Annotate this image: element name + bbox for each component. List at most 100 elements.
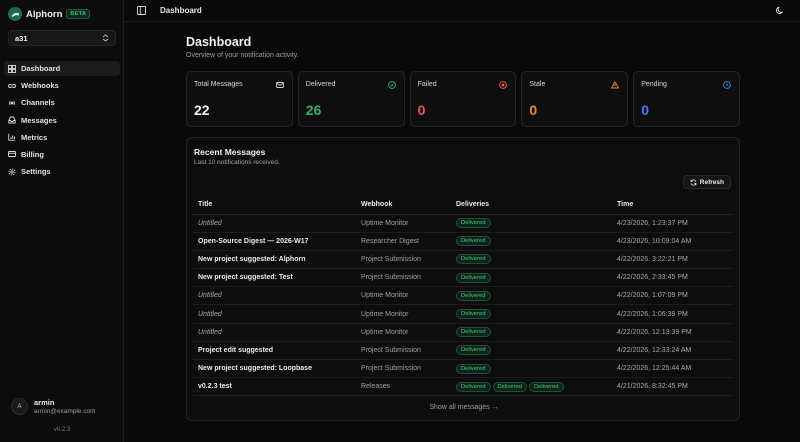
status-badge: Delivered xyxy=(456,309,491,320)
sidebar-nav: Dashboard Webhooks Channels Messages Met… xyxy=(4,61,120,181)
table-row[interactable]: v0.2.3 test Releases Delivered Delivered Del… xyxy=(193,377,733,397)
webhook-name: Uptime Monitor xyxy=(356,304,451,324)
stat-label: Stale xyxy=(529,81,546,88)
stat-card-pending: Pending 0 xyxy=(633,71,740,127)
workspace-select[interactable]: a31 xyxy=(8,30,116,46)
message-title: v0.2.3 test xyxy=(193,377,356,397)
link-icon xyxy=(8,83,16,88)
mail-icon xyxy=(275,82,284,88)
show-all-messages-link[interactable]: Show all messages → xyxy=(429,404,499,411)
dashboard-icon xyxy=(8,64,16,73)
beta-badge: BETA xyxy=(66,9,91,19)
deliveries-cell: Delivered xyxy=(451,341,612,361)
webhook-name: Releases xyxy=(356,377,451,397)
recent-messages-panel: Recent Messages Last 10 notifications re… xyxy=(186,137,740,421)
table-row[interactable]: Untitled Uptime Monitor Delivered 4/23/2026… xyxy=(193,214,733,233)
brand[interactable]: Alphorn BETA xyxy=(8,7,91,21)
webhook-name: Project Submission xyxy=(356,268,451,288)
status-badge: Delivered xyxy=(456,381,491,392)
message-time: 4/21/2026, 8:32:45 PM xyxy=(612,377,733,397)
status-badge: Delivered xyxy=(456,236,491,247)
stat-card-total: Total Messages 22 xyxy=(186,71,293,127)
refresh-label: Refresh xyxy=(699,178,724,186)
message-time: 4/22/2026, 12:25:44 AM xyxy=(612,359,733,379)
sidebar-item-metrics[interactable]: Metrics xyxy=(4,130,120,145)
table-row[interactable]: Project edit suggested Project Submission… xyxy=(193,341,733,361)
table-row[interactable]: New project suggested: Alphorn Project Su… xyxy=(193,250,733,270)
user-menu[interactable]: A armin armin@example.com xyxy=(11,398,96,415)
sidebar-item-label: Channels xyxy=(21,98,55,108)
stat-card-delivered: Delivered 26 xyxy=(297,71,405,127)
stat-label: Total Messages xyxy=(194,81,243,88)
refresh-button[interactable]: Refresh xyxy=(682,175,731,189)
sidebar: Alphorn BETA a31 Dashboard Webhooks Chan… xyxy=(0,0,124,442)
stats-row: Total Messages 22 Delivered 26 Failed 0 … xyxy=(186,71,740,127)
deliveries-cell: Delivered xyxy=(451,232,612,251)
message-time: 4/22/2026, 1:06:39 PM xyxy=(612,304,733,324)
status-badge: Delivered xyxy=(456,218,491,229)
app-version: v0.2.3 xyxy=(53,427,71,433)
inbox-icon xyxy=(8,116,16,124)
table-row[interactable]: New project suggested: Test Project Submi… xyxy=(193,268,733,288)
refresh-icon xyxy=(690,178,697,186)
table-row[interactable]: New project suggested: Loopbase Project S… xyxy=(193,359,733,379)
avatar: A xyxy=(11,398,28,415)
chevron-up-down-icon xyxy=(102,34,109,42)
column-header-webhook[interactable]: Webhook xyxy=(356,196,451,215)
stat-value: 0 xyxy=(529,102,538,118)
messages-table: Title Webhook Deliveries Time Untitled Up… xyxy=(193,196,733,397)
webhook-name: Uptime Monitor xyxy=(356,323,451,342)
table-row[interactable]: Open-Source Digest — 2026-W17 Researcher … xyxy=(193,232,733,251)
sidebar-toggle-icon[interactable] xyxy=(137,6,146,15)
stat-value: 0 xyxy=(641,102,649,118)
message-title: Untitled xyxy=(193,323,356,342)
stat-value: 0 xyxy=(417,102,426,118)
user-email: armin@example.com xyxy=(34,408,96,415)
message-title: Untitled xyxy=(193,304,356,324)
webhook-name: Project Submission xyxy=(356,359,451,379)
table-row[interactable]: Untitled Uptime Monitor Delivered 4/22/2026… xyxy=(193,304,733,324)
webhook-name: Project Submission xyxy=(356,341,451,361)
status-badge: Delivered xyxy=(456,363,491,374)
sidebar-item-label: Settings xyxy=(21,167,51,177)
sidebar-item-settings[interactable]: Settings xyxy=(4,164,120,179)
bar-chart-icon xyxy=(8,134,16,141)
credit-card-icon xyxy=(8,151,16,158)
status-badge: Delivered xyxy=(456,327,491,338)
message-title: Open-Source Digest — 2026-W17 xyxy=(193,232,356,251)
sidebar-item-label: Billing xyxy=(21,149,44,159)
sidebar-item-webhooks[interactable]: Webhooks xyxy=(4,78,120,93)
warning-icon xyxy=(611,81,620,89)
stat-value: 22 xyxy=(194,102,210,118)
check-circle-icon xyxy=(387,81,396,89)
sidebar-item-messages[interactable]: Messages xyxy=(4,113,120,128)
status-badge: Delivered xyxy=(456,290,491,301)
table-row[interactable]: Untitled Uptime Monitor Delivered 4/22/2026… xyxy=(193,323,733,342)
moon-icon[interactable] xyxy=(776,6,785,15)
column-header-time[interactable]: Time xyxy=(612,196,733,215)
sidebar-item-dashboard[interactable]: Dashboard xyxy=(4,61,120,76)
message-time: 4/22/2026, 1:07:09 PM xyxy=(612,286,733,306)
deliveries-cell: Delivered xyxy=(451,214,612,233)
sidebar-item-channels[interactable]: Channels xyxy=(4,95,120,110)
radio-icon xyxy=(8,100,16,105)
column-header-title[interactable]: Title xyxy=(193,196,356,215)
status-badge: Delivered xyxy=(456,254,491,265)
message-time: 4/22/2026, 2:33:45 PM xyxy=(612,268,733,288)
stat-card-failed: Failed 0 xyxy=(409,71,517,127)
deliveries-cell: Delivered xyxy=(451,250,612,270)
message-time: 4/22/2026, 12:13:39 PM xyxy=(612,323,733,342)
sidebar-item-label: Metrics xyxy=(21,132,48,142)
column-header-deliveries[interactable]: Deliveries xyxy=(451,196,612,215)
status-badge: Delivered xyxy=(529,381,564,392)
status-badge: Delivered xyxy=(492,381,527,392)
table-row[interactable]: Untitled Uptime Monitor Delivered 4/22/2026… xyxy=(193,286,733,306)
webhook-name: Uptime Monitor xyxy=(356,286,451,306)
sidebar-item-billing[interactable]: Billing xyxy=(4,147,120,162)
status-badge: Delivered xyxy=(456,345,491,356)
stat-label: Pending xyxy=(641,81,667,88)
deliveries-cell: Delivered xyxy=(451,286,612,306)
user-name: armin xyxy=(34,398,55,407)
gear-icon xyxy=(8,168,16,176)
message-time: 4/22/2026, 3:22:21 PM xyxy=(612,250,733,270)
